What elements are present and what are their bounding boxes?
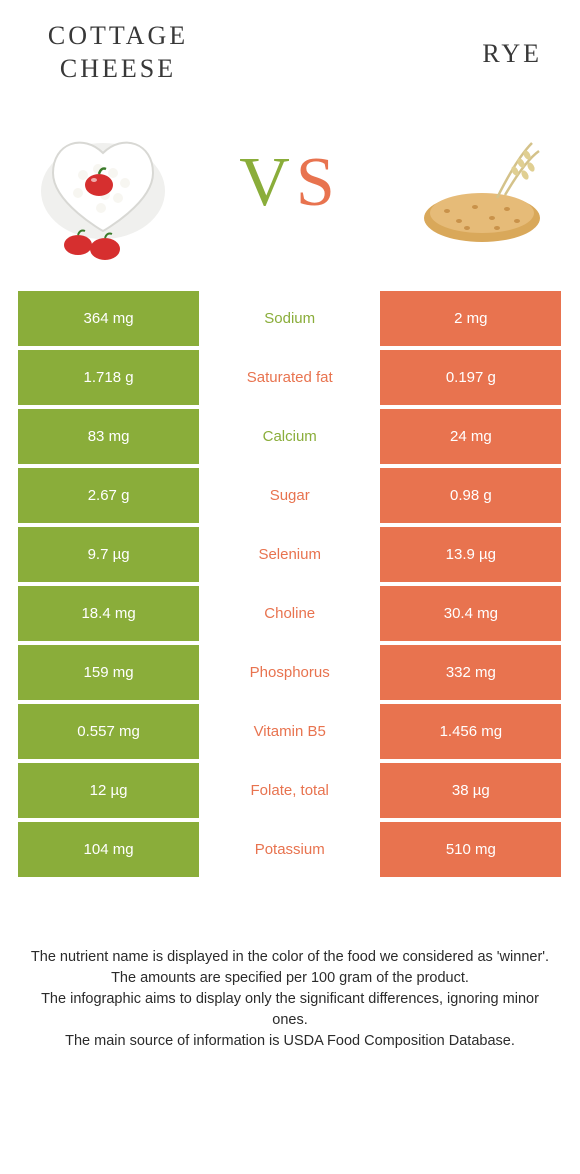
vs-label: VS [239, 143, 341, 223]
right-value-cell: 510 mg [380, 822, 561, 877]
right-value-cell: 332 mg [380, 645, 561, 700]
vs-v-letter: V [239, 143, 296, 223]
left-value-cell: 2.67 g [18, 468, 199, 523]
nutrient-label-cell: Sodium [199, 291, 380, 346]
nutrient-label-cell: Sugar [199, 468, 380, 523]
left-value-cell: 83 mg [18, 409, 199, 464]
table-row: 18.4 mgCholine30.4 mg [18, 586, 562, 641]
right-value-cell: 38 µg [380, 763, 561, 818]
right-value-cell: 30.4 mg [380, 586, 561, 641]
table-row: 0.557 mgVitamin B51.456 mg [18, 704, 562, 759]
nutrient-label-cell: Phosphorus [199, 645, 380, 700]
table-row: 12 µgFolate, total38 µg [18, 763, 562, 818]
right-value-cell: 13.9 µg [380, 527, 561, 582]
table-row: 1.718 gSaturated fat0.197 g [18, 350, 562, 405]
nutrient-label-cell: Saturated fat [199, 350, 380, 405]
left-value-cell: 18.4 mg [18, 586, 199, 641]
left-value-cell: 1.718 g [18, 350, 199, 405]
footer-line: The infographic aims to display only the… [28, 989, 552, 1031]
left-food-image [18, 98, 188, 268]
left-value-cell: 9.7 µg [18, 527, 199, 582]
nutrient-label-cell: Potassium [199, 822, 380, 877]
table-row: 2.67 gSugar0.98 g [18, 468, 562, 523]
table-row: 9.7 µgSelenium13.9 µg [18, 527, 562, 582]
footer-line: The main source of information is USDA F… [28, 1031, 552, 1052]
footer-line: The amounts are specified per 100 gram o… [28, 968, 552, 989]
table-row: 83 mgCalcium24 mg [18, 409, 562, 464]
right-value-cell: 1.456 mg [380, 704, 561, 759]
right-value-cell: 0.98 g [380, 468, 561, 523]
table-row: 159 mgPhosphorus332 mg [18, 645, 562, 700]
footer-notes: The nutrient name is displayed in the co… [18, 947, 562, 1052]
table-row: 104 mgPotassium510 mg [18, 822, 562, 877]
left-value-cell: 12 µg [18, 763, 199, 818]
right-value-cell: 0.197 g [380, 350, 561, 405]
nutrient-label-cell: Calcium [199, 409, 380, 464]
left-value-cell: 364 mg [18, 291, 199, 346]
left-value-cell: 104 mg [18, 822, 199, 877]
header: Cottage cheese Rye [18, 20, 562, 85]
right-food-image [392, 98, 562, 268]
right-food-title: Rye [362, 20, 562, 71]
nutrient-label-cell: Selenium [199, 527, 380, 582]
nutrient-label-cell: Vitamin B5 [199, 704, 380, 759]
vs-s-letter: S [296, 143, 341, 223]
table-row: 364 mgSodium2 mg [18, 291, 562, 346]
comparison-table: 364 mgSodium2 mg1.718 gSaturated fat0.19… [18, 291, 562, 877]
nutrient-label-cell: Folate, total [199, 763, 380, 818]
left-value-cell: 159 mg [18, 645, 199, 700]
left-value-cell: 0.557 mg [18, 704, 199, 759]
vs-row: VS [18, 93, 562, 273]
right-value-cell: 2 mg [380, 291, 561, 346]
nutrient-label-cell: Choline [199, 586, 380, 641]
left-food-title: Cottage cheese [18, 20, 218, 85]
right-value-cell: 24 mg [380, 409, 561, 464]
footer-line: The nutrient name is displayed in the co… [28, 947, 552, 968]
